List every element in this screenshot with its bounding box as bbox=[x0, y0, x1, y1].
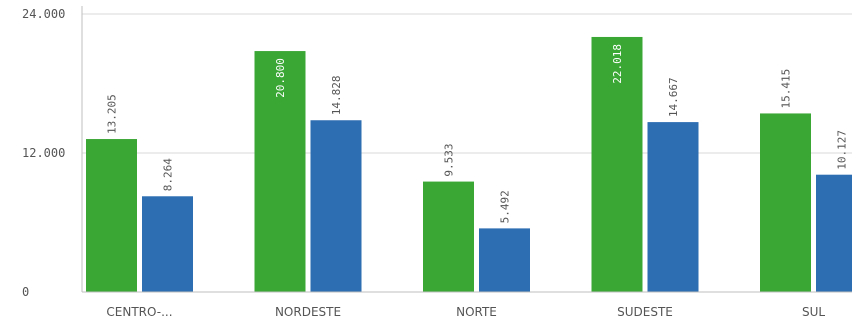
x-category-label: NORTE bbox=[456, 305, 497, 319]
bar-value-label: 14.667 bbox=[667, 77, 680, 117]
bar[interactable] bbox=[647, 122, 699, 293]
x-category-label: CENTRO-... bbox=[106, 305, 172, 319]
bar[interactable] bbox=[479, 228, 530, 292]
data-labels: 13.205 8.264 20.800 14.828 9.533 5.492 22.018 1… bbox=[106, 44, 849, 223]
bar-value-label: 22.018 bbox=[611, 44, 624, 84]
bar[interactable] bbox=[591, 36, 643, 293]
bar[interactable] bbox=[254, 51, 306, 292]
y-tick-label: 24.000 bbox=[22, 7, 65, 21]
x-category-label: SUL bbox=[802, 305, 825, 319]
axes: 0 12.000 24.000 CENTRO-... NORDESTE NORTE SUDE… bbox=[22, 6, 852, 319]
bar-value-label: 13.205 bbox=[106, 94, 119, 134]
bar-value-label: 15.415 bbox=[780, 69, 793, 109]
y-tick-label: 0 bbox=[22, 285, 29, 299]
bar-value-label: 9.533 bbox=[443, 143, 456, 176]
bar-value-label: 14.828 bbox=[330, 75, 343, 115]
bar-value-label: 10.127 bbox=[836, 130, 849, 170]
bar-value-label: 20.800 bbox=[274, 58, 287, 98]
bar[interactable] bbox=[310, 120, 362, 292]
x-category-label: NORDESTE bbox=[275, 305, 341, 319]
bars bbox=[86, 36, 852, 293]
y-tick-label: 12.000 bbox=[22, 146, 65, 160]
bar-value-label: 5.492 bbox=[499, 190, 512, 223]
bar[interactable] bbox=[760, 113, 811, 292]
bar[interactable] bbox=[86, 139, 137, 292]
x-category-label: SUDESTE bbox=[617, 305, 673, 319]
bar[interactable] bbox=[423, 181, 474, 292]
bar[interactable] bbox=[142, 196, 193, 292]
bar-value-label: 8.264 bbox=[162, 158, 175, 191]
bar[interactable] bbox=[816, 174, 852, 292]
gridlines bbox=[82, 13, 852, 154]
